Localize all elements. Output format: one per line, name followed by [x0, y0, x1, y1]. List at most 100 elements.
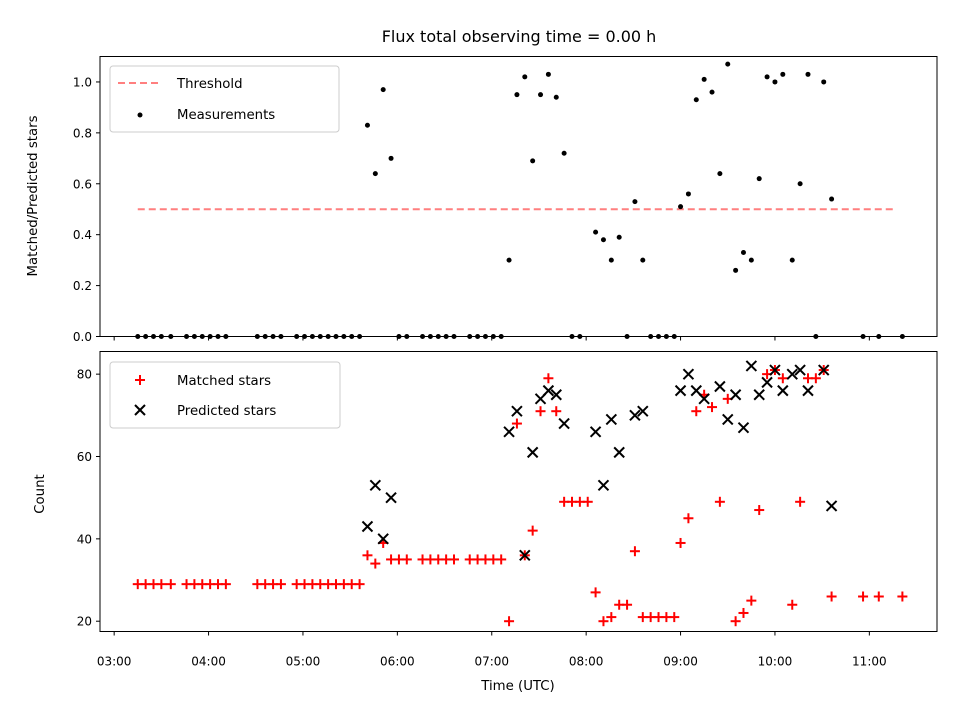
predicted-star-point	[802, 384, 814, 397]
predicted-star-point-b	[629, 409, 641, 422]
matched-star-point	[714, 496, 725, 507]
matched-star-point	[826, 591, 837, 602]
matched-star-point	[622, 599, 633, 610]
bottom-axes-frame	[99, 351, 938, 632]
measurement-point	[748, 257, 754, 263]
matched-star-point	[810, 373, 821, 384]
bottom-legend: Matched stars Predicted stars	[109, 361, 341, 429]
top-legend-box	[109, 65, 340, 133]
matched-star-point	[754, 505, 765, 516]
bottom-x-axis-label: Time (UTC)	[480, 679, 555, 694]
measurement-point	[756, 176, 762, 182]
measurement-point	[522, 74, 528, 80]
matched-star-point	[787, 599, 798, 610]
measurement-point	[693, 97, 699, 103]
matched-star-point	[165, 579, 176, 590]
predicted-star-point	[786, 368, 798, 380]
bottom-legend-box	[109, 361, 341, 429]
measurement-point	[764, 74, 770, 80]
bottom-x-tick-label: 09:00	[663, 655, 698, 669]
measurement-point	[632, 199, 638, 205]
measurement-point	[733, 267, 739, 273]
predicted-star-point	[818, 364, 830, 376]
matched-star-point	[362, 550, 373, 561]
predicted-star-point-b	[761, 376, 773, 389]
matched-star-point	[795, 496, 806, 507]
matched-star-point	[629, 546, 640, 557]
matched-star-point	[730, 616, 741, 627]
matched-star-point	[448, 554, 459, 565]
predicted-star-point	[377, 533, 389, 545]
matched-star-point	[543, 373, 554, 384]
matched-star-point	[590, 587, 601, 598]
predicted-star-point-b	[369, 479, 382, 492]
predicted-star-point	[698, 393, 710, 405]
matched-star-point	[527, 525, 538, 536]
predicted-star-point	[769, 364, 781, 376]
predicted-star-point	[503, 426, 515, 438]
predicted-star-point-b	[613, 446, 625, 459]
predicted-star-point-b	[802, 384, 814, 397]
top-y-axis-label: Matched/Predicted stars	[26, 115, 41, 276]
measurement-point	[701, 76, 707, 82]
predicted-star-point	[542, 384, 555, 397]
bottom-panel: 20 40 60 80 03:00 04:00 05:00 06:00 07:00 08:00 0…	[33, 351, 938, 694]
bottom-x-tick-label: 06:00	[380, 655, 415, 669]
predicted-star-point	[794, 364, 806, 376]
measurement-point	[709, 89, 715, 95]
measurement-point	[538, 92, 544, 98]
predicted-star-point	[682, 368, 695, 380]
predicted-star-point-b	[682, 368, 695, 380]
predicted-star-point-b	[714, 380, 726, 393]
predicted-star-point	[519, 549, 531, 562]
matched-star-point	[401, 554, 412, 565]
measurement-point	[772, 79, 778, 85]
predicted-star-point	[753, 389, 765, 401]
measurement-point	[725, 61, 731, 67]
matched-star-point	[691, 406, 702, 417]
predicted-star-point	[825, 500, 838, 512]
predicted-star-point-b	[690, 384, 702, 397]
matched-star-point	[370, 558, 381, 569]
bottom-y-tick-label: 80	[77, 368, 92, 382]
predicted-star-point-b	[519, 549, 531, 562]
predicted-star-point-b	[769, 364, 781, 376]
legend-predicted-swatch	[134, 404, 146, 416]
matched-star-point	[275, 579, 286, 590]
measurement-point	[805, 71, 811, 77]
predicted-star-point-b	[777, 384, 789, 397]
matched-star-point	[738, 607, 749, 618]
predicted-star-point-b	[786, 368, 798, 380]
predicted-star-point-b	[550, 389, 562, 401]
legend-predicted-marker-b	[134, 404, 146, 416]
bottom-x-tick-label: 10:00	[758, 655, 793, 669]
matched-star-point	[683, 513, 694, 524]
measurement-point	[829, 196, 835, 202]
legend-measurements-swatch	[137, 112, 143, 118]
predicted-star-point	[361, 520, 374, 533]
predicted-star-point	[729, 389, 742, 401]
predicted-star-point-b	[698, 393, 710, 405]
measurement-point	[600, 237, 606, 243]
predicted-star-point	[674, 384, 687, 397]
predicted-star-point-b	[542, 384, 555, 397]
predicted-star-point-b	[558, 417, 570, 430]
measurement-point	[388, 155, 394, 161]
predicted-star-point	[637, 405, 649, 417]
predicted-star-point	[629, 409, 641, 422]
predicted-star-point	[511, 405, 523, 417]
matched-star-point	[496, 554, 507, 565]
predicted-star-point	[550, 389, 562, 401]
legend-matched-label: Matched stars	[177, 374, 271, 389]
measurement-point	[530, 158, 536, 164]
predicted-star-point-b	[722, 413, 734, 426]
predicted-star-point	[737, 421, 750, 434]
measurement-point	[678, 204, 684, 210]
predicted-star-point-b	[589, 426, 602, 438]
predicted-star-point-b	[526, 446, 539, 459]
measurement-point	[797, 181, 803, 187]
predicted-star-point	[369, 479, 382, 492]
predicted-star-point-b	[753, 389, 765, 401]
measurement-point	[740, 250, 746, 255]
